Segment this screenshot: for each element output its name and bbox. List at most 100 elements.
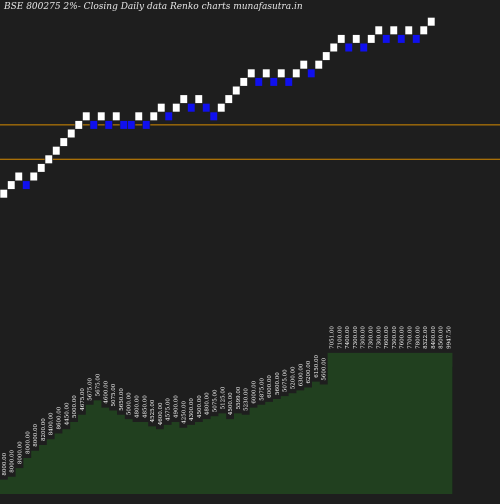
volume-label: 4450.00 — [64, 402, 70, 425]
volume-label: 7051.00 — [330, 326, 336, 349]
volume-label: 7100.00 — [337, 326, 343, 349]
renko-brick-down — [359, 42, 368, 53]
renko-brick-up — [427, 17, 436, 27]
volume-label: 4525.00 — [150, 399, 156, 422]
volume-label: 8500.00 — [439, 326, 445, 349]
renko-brick-down — [127, 120, 136, 130]
renko-brick-down — [202, 103, 211, 113]
renko-brick-up — [404, 25, 413, 35]
renko-brick-up — [52, 146, 61, 156]
volume-label: 4500.00 — [228, 392, 234, 415]
volume-label: 8000.00 — [2, 452, 8, 475]
volume-label: 4600.00 — [158, 402, 164, 425]
renko-brick-up — [389, 25, 398, 35]
renko-brick-up — [337, 34, 346, 44]
renko-brick-up — [37, 163, 46, 173]
renko-brick-up — [367, 34, 376, 44]
renko-brick-up — [134, 111, 143, 121]
volume-label: 8000.00 — [18, 441, 24, 464]
volume-label: 5075.00 — [283, 369, 289, 392]
volume-label: 5675.00 — [88, 377, 94, 400]
renko-brick-up — [374, 25, 383, 35]
renko-brick-up — [59, 137, 68, 147]
volume-label: 7300.00 — [361, 326, 367, 349]
level-lines — [0, 124, 500, 160]
renko-brick-up — [314, 60, 323, 70]
volume-label: 5875.00 — [259, 377, 265, 400]
volume-label: 8400.00 — [49, 412, 55, 435]
volume-label: 7400.00 — [345, 326, 351, 349]
renko-brick-down — [254, 77, 263, 87]
renko-brick-up — [299, 60, 308, 70]
volume-label: 8322.00 — [423, 326, 429, 349]
volume-label: 6200.00 — [306, 360, 312, 383]
volume-label: 5650.00 — [119, 388, 125, 411]
renko-brick-up — [82, 111, 91, 121]
renko-brick-up — [239, 77, 248, 87]
renko-brick-up — [0, 189, 8, 199]
renko-brick-down — [164, 111, 173, 121]
volume-label: 8600.00 — [57, 406, 63, 429]
renko-brick-down — [187, 103, 196, 113]
renko-brick-down — [209, 111, 218, 121]
renko-bricks — [0, 17, 436, 199]
renko-brick-up — [262, 68, 271, 78]
volume-label: 4800.00 — [135, 395, 141, 418]
renko-brick-up — [352, 34, 361, 44]
volume-label: 5600.00 — [275, 372, 281, 395]
volume-label: 6300.00 — [298, 363, 304, 386]
renko-brick-up — [67, 128, 76, 139]
renko-brick-up — [74, 120, 83, 130]
renko-brick-up — [179, 94, 188, 104]
renko-brick-down — [104, 120, 113, 130]
volume-label: 7800.00 — [415, 326, 421, 349]
volume-label: 5125.00 — [220, 386, 226, 409]
renko-brick-up — [217, 103, 226, 113]
renko-brick-up — [277, 68, 286, 78]
renko-brick-up — [194, 94, 203, 104]
renko-brick-up — [97, 111, 106, 121]
renko-brick-up — [172, 103, 181, 113]
volume-label: 5000.00 — [72, 395, 78, 418]
volume-label: 4675.00 — [80, 388, 86, 411]
renko-brick-up — [232, 85, 241, 96]
volume-label: 8000.00 — [33, 424, 39, 447]
renko-brick-up — [7, 180, 16, 190]
volume-label: 6000.00 — [252, 380, 258, 403]
renko-brick-up — [14, 171, 23, 182]
volume-label: 7600.00 — [400, 326, 406, 349]
renko-brick-up — [322, 51, 331, 61]
volume-label: 8000.00 — [25, 431, 31, 454]
renko-brick-up — [224, 94, 233, 104]
renko-brick-up — [419, 25, 428, 35]
renko-brick-up — [157, 103, 166, 113]
renko-brick-down — [119, 120, 128, 130]
volume-label: 6000.00 — [267, 375, 273, 398]
volume-label: 7700.00 — [408, 326, 414, 349]
volume-label: 7300.00 — [392, 326, 398, 349]
volume-label: 5230.00 — [244, 388, 250, 411]
volume-area — [0, 352, 453, 494]
volume-label: 5000.00 — [127, 392, 133, 415]
renko-brick-up — [329, 42, 338, 53]
renko-brick-up — [149, 111, 158, 121]
renko-brick-down — [344, 42, 353, 53]
renko-brick-up — [29, 171, 38, 182]
renko-brick-up — [247, 68, 256, 78]
volume-label: 4850.00 — [142, 395, 148, 418]
volume-label: 8000.00 — [10, 449, 16, 472]
volume-label: 5075.00 — [213, 389, 219, 412]
renko-brick-down — [382, 34, 391, 44]
volume-label: 8400.00 — [431, 326, 437, 349]
volume-label: 4575.00 — [166, 398, 172, 421]
volume-label: 5075.00 — [111, 383, 117, 406]
volume-layer — [0, 352, 453, 494]
volume-label: 5675.00 — [96, 373, 102, 396]
volume-labels: 8000.00 8000.00 8000.00 8000.00 8000.00 8200.… — [2, 326, 453, 476]
volume-label: 5600.00 — [322, 357, 328, 380]
renko-brick-down — [397, 34, 406, 44]
volume-label: 4900.00 — [174, 395, 180, 418]
renko-brick-up — [44, 154, 53, 164]
